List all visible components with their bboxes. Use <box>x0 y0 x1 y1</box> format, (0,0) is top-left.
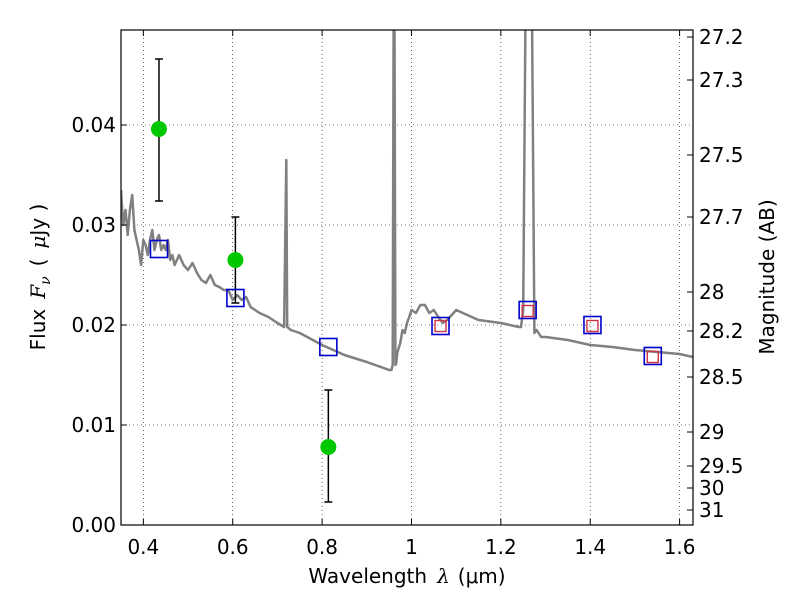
y-axis-label-text: Flux <box>26 309 50 351</box>
y-axis-label-unit-rest: Jy ) <box>26 204 50 238</box>
x-axis-label: Wavelength λ (μm) <box>308 564 505 588</box>
x-tick-label: 1.2 <box>485 535 517 559</box>
x-axis-label-symbol: λ <box>436 564 450 588</box>
model-sed-line <box>121 30 693 372</box>
x-tick-label: 1.6 <box>664 535 696 559</box>
model-point <box>319 337 338 357</box>
y-axis-label-unit-mu: μ <box>26 236 50 249</box>
y2-tick-label: 27.2 <box>699 25 744 49</box>
y-tick-label: 0.01 <box>71 413 116 437</box>
y2-tick-label: 27.3 <box>699 68 744 92</box>
model-point <box>583 315 602 335</box>
x-axis-label-text: Wavelength <box>308 564 427 588</box>
y2-tick-label: 31 <box>699 498 724 522</box>
y2-axis-label: Magnitude (AB) <box>755 199 779 354</box>
grid <box>121 30 693 526</box>
observed-point <box>320 439 337 455</box>
model-point <box>431 316 450 336</box>
y2-tick-label: 29.5 <box>699 454 744 478</box>
observed-point <box>150 121 167 137</box>
x-axis-label-unit: (μm) <box>458 564 506 588</box>
y-axis-label-subscript: ν <box>38 276 54 285</box>
y2-tick-label: 28.2 <box>699 319 744 343</box>
x-tick-label: 1 <box>405 535 418 559</box>
y-tick-label: 0.00 <box>71 513 116 537</box>
model-point-alt <box>521 304 534 318</box>
y2-tick-label: 30 <box>699 476 724 500</box>
model-point <box>226 288 245 308</box>
y-axis-label-symbol: F <box>26 284 50 300</box>
series-area <box>121 30 693 503</box>
x-tick-label: 0.8 <box>306 535 338 559</box>
y2-tick-label: 27.5 <box>699 143 744 167</box>
y-axis-label-unit-open: ( <box>26 259 50 267</box>
observed-point <box>227 252 244 268</box>
y-tick-label: 0.02 <box>71 313 116 337</box>
y-tick-label: 0.04 <box>71 113 116 137</box>
y-tick-label: 0.03 <box>71 213 116 237</box>
x-tick-label: 0.6 <box>217 535 249 559</box>
x-tick-label: 0.4 <box>127 535 159 559</box>
model-point <box>643 346 663 366</box>
y-axis-label: Flux Fν ( μJy ) <box>26 204 54 351</box>
model-point-alt <box>586 319 599 333</box>
model-point <box>149 239 169 259</box>
y2-tick-label: 28.5 <box>699 365 744 389</box>
x-tick-label: 1.4 <box>574 535 606 559</box>
model-point <box>518 300 537 320</box>
axes: 0.4 0.6 0.8 1 1.2 1.4 1.6 0.00 0.01 0.02 0.03 0.04 2… <box>71 25 743 559</box>
y2-tick-label: 27.7 <box>699 205 744 229</box>
y2-tick-label: 28 <box>699 280 724 304</box>
plot-frame <box>120 29 694 526</box>
y2-tick-label: 29 <box>699 420 724 444</box>
model-point-alt <box>434 319 447 333</box>
model-point-alt <box>646 350 659 364</box>
